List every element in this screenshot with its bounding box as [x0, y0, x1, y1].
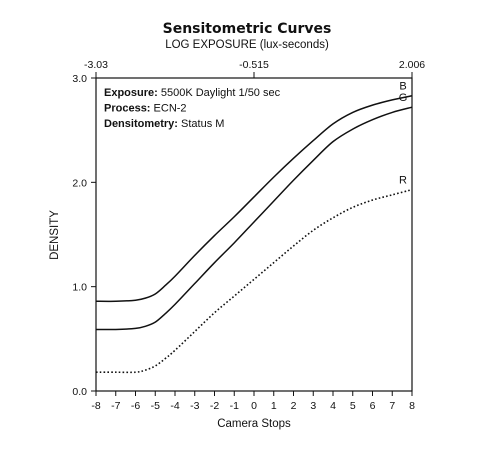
annotation-block: Exposure: 5500K Daylight 1/50 sec Process…	[104, 87, 281, 130]
annotation-value: 5500K Daylight 1/50 sec	[158, 87, 281, 99]
annotation-key: Exposure:	[104, 87, 158, 99]
x-tick-label: 6	[370, 400, 376, 412]
x-tick-label: -2	[210, 400, 219, 412]
y-axis: 0.0 1.0 2.0 3.0	[72, 73, 96, 398]
x-tick-label: 7	[389, 400, 395, 412]
x-axis: -8 -7 -6 -5 -4 -3 -2 -1 0 1 2 3 4 5 6 7 8	[91, 391, 415, 412]
x-tick-label: 4	[330, 400, 336, 412]
x-tick-label: -7	[111, 400, 120, 412]
chart-subtitle: LOG EXPOSURE (lux-seconds)	[165, 39, 329, 51]
x-tick-label: 8	[409, 400, 415, 412]
y-axis-label: DENSITY	[49, 210, 61, 260]
x-tick-label: 0	[251, 400, 257, 412]
x-axis-label: Camera Stops	[217, 418, 291, 430]
annotation-key: Densitometry:	[104, 118, 178, 130]
x-tick-label: 2	[291, 400, 297, 412]
x-tick-label: -8	[91, 400, 100, 412]
annotation-line: Densitometry: Status M	[104, 118, 224, 130]
y-tick-label: 0.0	[72, 386, 87, 398]
annotation-value: ECN-2	[150, 103, 186, 115]
annotation-value: Status M	[178, 118, 224, 130]
x-tick-label: -6	[131, 400, 140, 412]
x-tick-label: -5	[151, 400, 160, 412]
series-line-r	[95, 188, 413, 374]
series-label-r: R	[399, 175, 407, 187]
y-tick-label: 1.0	[72, 282, 87, 294]
chart-title: Sensitometric Curves	[163, 21, 332, 37]
x-tick-label: -4	[170, 400, 179, 412]
annotation-line: Process: ECN-2	[104, 103, 187, 115]
series-label-b: B	[399, 81, 406, 93]
y-tick-label: 3.0	[72, 73, 87, 85]
y-tick-label: 2.0	[72, 177, 87, 189]
x-tick-label: -3	[190, 400, 199, 412]
top-axis: -3.03 -0.515 2.006	[84, 59, 425, 78]
series-layer: BG R	[95, 81, 413, 374]
x-tick-label: 5	[350, 400, 356, 412]
x-tick-label: 3	[310, 400, 316, 412]
series-label-g: G	[399, 92, 408, 104]
x-tick-label: 1	[271, 400, 277, 412]
series-line-b	[95, 95, 413, 303]
annotation-line: Exposure: 5500K Daylight 1/50 sec	[104, 87, 281, 99]
top-axis-tick-label: -3.03	[84, 59, 108, 71]
x-tick-label: -1	[230, 400, 239, 412]
top-axis-tick-label: 2.006	[399, 59, 425, 71]
annotation-key: Process:	[104, 103, 150, 115]
top-axis-tick-label: -0.515	[239, 59, 269, 71]
series-line-g	[95, 106, 413, 331]
